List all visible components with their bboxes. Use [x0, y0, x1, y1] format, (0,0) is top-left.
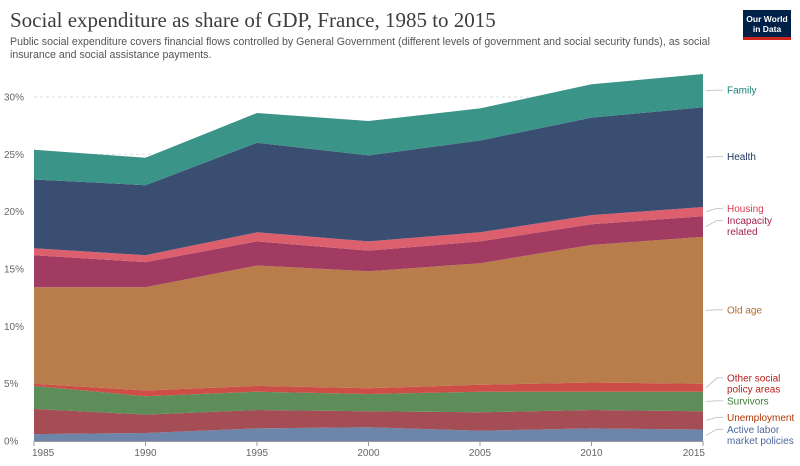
area-series-2 [34, 385, 703, 415]
x-tick-label: 2010 [580, 448, 603, 459]
y-tick-label: 0% [4, 437, 19, 448]
y-tick-label: 20% [4, 207, 24, 218]
legend-label: Incapacity related [727, 216, 772, 238]
area-series-8 [34, 74, 703, 186]
legend-label: Survivors [727, 396, 769, 407]
area-series-5 [34, 216, 703, 288]
legend-connector [705, 377, 723, 388]
area-series-3 [34, 382, 703, 397]
legend-label: Old age [727, 305, 762, 316]
legend-label: Other social policy areas [727, 373, 780, 395]
legend-label: Health [727, 152, 756, 163]
legend-label: Unemployment [727, 413, 794, 424]
area-series-6 [34, 207, 703, 263]
y-axis: 0% 5% 10% 15% 20% 25% 30% [4, 92, 24, 447]
x-tick-label: 1995 [246, 448, 269, 459]
legend-label: Housing [727, 204, 764, 215]
chart-title: Social expenditure as share of GDP, Fran… [10, 8, 496, 32]
y-tick-label: 25% [4, 150, 24, 161]
legend-connector [705, 89, 723, 91]
owid-logo[interactable]: Our World in Data [743, 10, 791, 40]
x-tick-label: 2005 [469, 448, 492, 459]
legend-connector [705, 428, 723, 436]
x-tick-label: 1990 [134, 448, 157, 459]
legend-connector [705, 156, 723, 158]
y-tick-label: 30% [4, 92, 24, 103]
y-tick-label: 10% [4, 322, 24, 333]
area-series-4 [34, 236, 703, 391]
logo-text-line1: Our World [746, 14, 788, 24]
legend-connector [705, 400, 723, 402]
legend-connector [705, 416, 723, 421]
legend-label: Family [727, 86, 756, 97]
x-tick-label: 1985 [32, 448, 55, 459]
legend-label: Active labor market policies [727, 425, 794, 447]
y-tick-label: 5% [4, 379, 19, 390]
y-tick-label: 15% [4, 264, 24, 275]
legend-connector [705, 309, 723, 311]
series-areas [34, 74, 703, 441]
area-series-7 [34, 107, 703, 256]
x-axis: 1985 1990 1995 2000 2005 2010 2015 [32, 441, 705, 459]
logo-text-line2: in Data [752, 24, 782, 34]
chart-subtitle: Public social expenditure covers financi… [10, 36, 710, 61]
x-tick-label: 2000 [357, 448, 380, 459]
area-series-1 [34, 408, 703, 435]
area-series-0 [34, 427, 703, 441]
legend-connector [705, 208, 723, 212]
x-tick-label: 2015 [683, 448, 706, 459]
legend-connector [705, 220, 723, 227]
